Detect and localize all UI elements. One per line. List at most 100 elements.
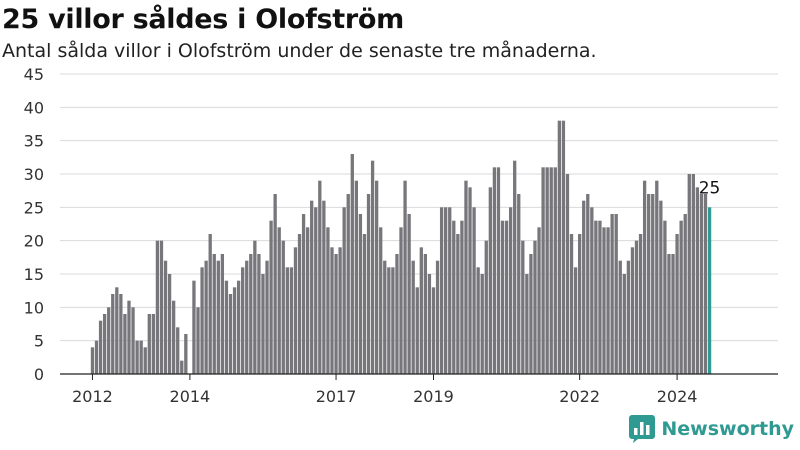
bar (115, 287, 119, 374)
bar (618, 260, 622, 374)
bar (671, 254, 675, 374)
y-tick-label: 15 (24, 265, 44, 284)
bar (395, 254, 399, 374)
bar (517, 194, 521, 374)
bar (492, 167, 497, 374)
x-tick-label: 2012 (72, 387, 113, 406)
bar (119, 294, 123, 374)
bar (249, 254, 253, 374)
bar (159, 240, 164, 374)
bar (192, 280, 196, 374)
x-tick-label: 2014 (170, 387, 211, 406)
bar (346, 194, 350, 374)
bar (594, 220, 598, 374)
y-tick-label: 5 (34, 332, 44, 351)
bar (703, 194, 708, 374)
bar (366, 194, 371, 374)
bar (529, 254, 533, 374)
y-tick-label: 20 (24, 232, 44, 251)
bar (196, 307, 200, 374)
bar (375, 180, 379, 374)
bar (232, 287, 237, 374)
bar (98, 320, 103, 374)
bar (687, 174, 691, 374)
bar (537, 227, 541, 374)
chart-subtitle: Antal sålda villor i Olofström under de … (2, 40, 597, 62)
bar (167, 274, 172, 374)
bar (310, 200, 314, 374)
bar (561, 120, 566, 374)
bar (277, 227, 281, 374)
bar (484, 240, 488, 374)
bar (362, 234, 367, 374)
bar (338, 247, 342, 374)
bar (261, 274, 265, 374)
bar (667, 254, 671, 374)
y-tick-label: 25 (24, 198, 44, 217)
bar (350, 154, 354, 374)
x-tick-label: 2022 (559, 387, 600, 406)
bar (314, 207, 318, 374)
bar (127, 300, 131, 374)
bar (253, 240, 257, 374)
bar (427, 274, 432, 374)
bar (573, 267, 578, 374)
bar (135, 340, 139, 374)
bar (155, 240, 160, 374)
bar (578, 234, 582, 374)
chart-title: 25 villor såldes i Olofström (2, 4, 404, 35)
bar (651, 194, 655, 374)
bar (476, 267, 480, 374)
bar (330, 247, 334, 374)
bar (163, 260, 168, 374)
bar (699, 194, 704, 374)
bar (569, 234, 574, 374)
bar (265, 260, 269, 374)
bar (606, 227, 610, 374)
bar (602, 227, 606, 374)
bar (358, 214, 363, 374)
bar (533, 240, 537, 374)
bar (200, 267, 204, 374)
bar (614, 214, 618, 374)
bar (212, 254, 216, 374)
bar (208, 234, 212, 374)
bar (504, 220, 509, 374)
bar (180, 360, 184, 374)
bar (407, 214, 411, 374)
bar (220, 254, 225, 374)
bar (452, 220, 456, 374)
bar (301, 214, 306, 374)
y-tick-label: 40 (24, 98, 44, 117)
bar (391, 267, 395, 374)
bar (659, 200, 663, 374)
bar (94, 340, 99, 374)
x-tick-label: 2024 (657, 387, 698, 406)
bar (419, 247, 423, 374)
bar (444, 207, 448, 374)
bar (354, 180, 358, 374)
bar (464, 180, 468, 374)
bar (638, 234, 643, 374)
bar (241, 267, 245, 374)
bar (435, 260, 440, 374)
bar (184, 334, 188, 374)
bar (257, 254, 261, 374)
bar (456, 234, 460, 374)
y-tick-label: 0 (34, 365, 44, 384)
y-tick-label: 45 (24, 65, 44, 84)
bar (383, 260, 387, 374)
bar (480, 274, 484, 374)
bar (423, 254, 428, 374)
bar (541, 167, 545, 374)
bar (655, 180, 659, 374)
bar (387, 267, 391, 374)
bar (139, 340, 143, 374)
bar (513, 160, 517, 374)
bar (102, 314, 107, 374)
bar (415, 287, 419, 374)
bar-chart-speech-bubble-icon (629, 415, 656, 443)
bar (228, 294, 233, 374)
bar (224, 280, 229, 374)
bar (630, 247, 635, 374)
